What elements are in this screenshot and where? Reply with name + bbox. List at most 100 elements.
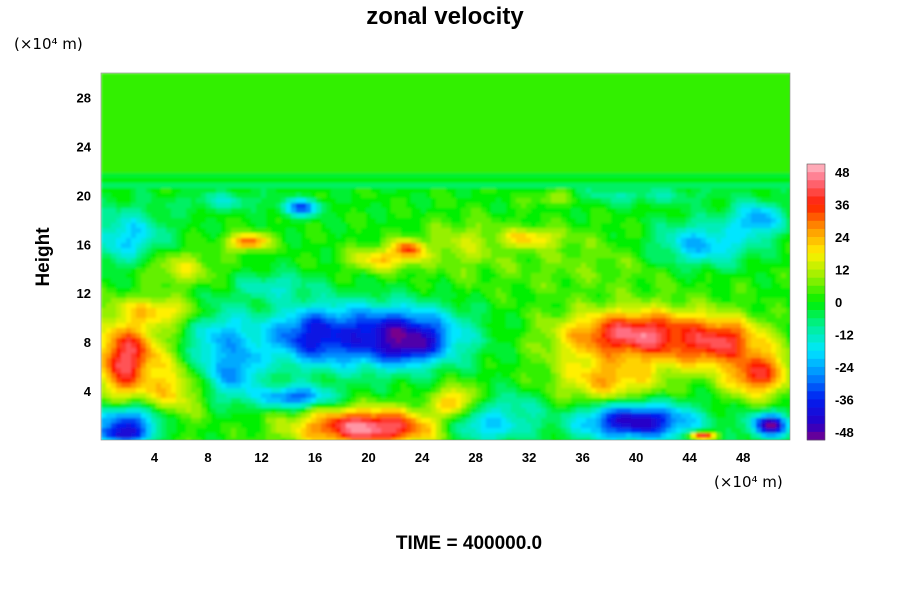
field-cell	[451, 143, 457, 149]
field-cell	[526, 183, 532, 189]
field-cell	[386, 173, 392, 179]
field-cell	[231, 233, 237, 239]
field-cell	[536, 228, 542, 234]
field-cell	[706, 113, 712, 119]
field-cell	[371, 183, 377, 189]
field-cell	[481, 188, 487, 194]
field-cell	[196, 153, 202, 159]
field-cell	[541, 193, 547, 199]
field-cell	[476, 88, 482, 94]
field-cell	[466, 93, 472, 99]
field-cell	[741, 88, 747, 94]
field-cell	[121, 138, 127, 144]
field-cell	[686, 238, 692, 244]
field-cell	[656, 108, 662, 114]
field-cell	[596, 228, 602, 234]
field-cell	[456, 178, 462, 184]
field-cell	[256, 128, 262, 134]
field-cell	[141, 168, 147, 174]
field-cell	[646, 188, 652, 194]
field-cell	[331, 248, 337, 254]
field-cell	[276, 118, 282, 124]
field-cell	[476, 98, 482, 104]
field-cell	[536, 168, 542, 174]
field-cell	[121, 193, 127, 199]
field-cell	[496, 88, 502, 94]
field-cell	[496, 78, 502, 84]
field-cell	[216, 233, 222, 239]
field-cell	[731, 138, 737, 144]
field-cell	[631, 238, 637, 244]
field-cell	[521, 138, 527, 144]
field-cell	[601, 198, 607, 204]
field-cell	[601, 248, 607, 254]
field-cell	[531, 118, 537, 124]
field-cell	[596, 158, 602, 164]
field-cell	[616, 103, 622, 109]
field-cell	[456, 183, 462, 189]
field-cell	[331, 148, 337, 154]
field-cell	[411, 218, 417, 224]
field-cell	[731, 88, 737, 94]
field-cell	[651, 188, 657, 194]
field-cell	[466, 118, 472, 124]
field-cell	[141, 93, 147, 99]
field-cell	[381, 193, 387, 199]
field-cell	[321, 163, 327, 169]
field-cell	[671, 138, 677, 144]
field-cell	[781, 198, 787, 204]
field-cell	[456, 103, 462, 109]
field-cell	[726, 143, 732, 149]
field-cell	[456, 98, 462, 104]
field-cell	[271, 113, 277, 119]
field-cell	[356, 173, 362, 179]
field-cell	[126, 78, 132, 84]
field-cell	[266, 158, 272, 164]
field-cell	[211, 178, 217, 184]
field-cell	[201, 108, 207, 114]
field-cell	[731, 118, 737, 124]
field-cell	[781, 188, 787, 194]
field-cell	[416, 138, 422, 144]
field-cell	[461, 193, 467, 199]
field-cell	[476, 173, 482, 179]
field-cell	[356, 223, 362, 229]
field-cell	[186, 178, 192, 184]
field-cell	[576, 88, 582, 94]
field-cell	[556, 208, 562, 214]
field-cell	[351, 158, 357, 164]
field-cell	[206, 133, 212, 139]
field-cell	[176, 213, 182, 219]
field-cell	[181, 88, 187, 94]
field-cell	[156, 178, 162, 184]
field-cell	[571, 168, 577, 174]
field-cell	[431, 98, 437, 104]
field-cell	[496, 213, 502, 219]
field-cell	[156, 128, 162, 134]
field-cell	[396, 128, 402, 134]
field-cell	[691, 228, 697, 234]
field-cell	[721, 163, 727, 169]
field-cell	[526, 233, 532, 239]
field-cell	[291, 193, 297, 199]
field-cell	[341, 73, 347, 79]
field-cell	[486, 168, 492, 174]
field-cell	[311, 158, 317, 164]
field-cell	[126, 213, 132, 219]
field-cell	[676, 93, 682, 99]
field-cell	[286, 208, 292, 214]
field-cell	[166, 158, 172, 164]
field-cell	[636, 93, 642, 99]
field-cell	[531, 248, 537, 254]
field-cell	[656, 173, 662, 179]
field-cell	[581, 123, 587, 129]
field-cell	[141, 173, 147, 179]
field-cell	[621, 103, 627, 109]
field-cell	[726, 118, 732, 124]
field-cell	[406, 133, 412, 139]
field-cell	[376, 133, 382, 139]
field-cell	[771, 243, 777, 249]
field-cell	[361, 123, 367, 129]
field-cell	[151, 198, 157, 204]
field-cell	[736, 223, 742, 229]
